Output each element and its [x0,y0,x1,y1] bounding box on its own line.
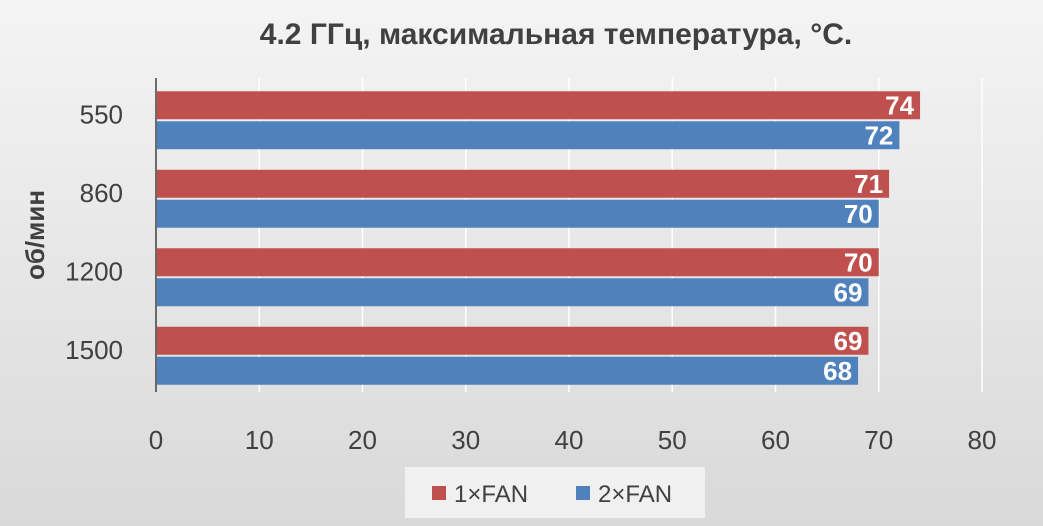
data-label: 68 [823,356,852,386]
legend-swatch [432,486,446,500]
data-label: 69 [834,277,863,307]
x-tick-label: 0 [149,425,163,455]
data-label: 70 [844,247,873,277]
bar-1-1200 [157,248,879,277]
bar-1-860 [157,169,890,198]
legend-label: 1×FAN [454,481,528,508]
legend-label: 2×FAN [598,481,672,508]
y-tick-label: 1500 [65,335,123,365]
y-tick-label: 550 [80,99,123,129]
x-tick-label: 80 [968,425,997,455]
bar-2-1200 [157,278,869,307]
bar-2-1500 [157,356,859,385]
x-tick-label: 60 [761,425,790,455]
x-tick-label: 20 [348,425,377,455]
axes: 0 10 20 30 40 50 60 70 80 550 860 1200 1500 [65,78,996,455]
data-label: 72 [864,120,893,150]
x-tick-label: 30 [451,425,480,455]
y-tick-label: 860 [80,178,123,208]
bar-2-860 [157,199,879,228]
data-label: 70 [844,199,873,229]
x-tick-label: 10 [245,425,274,455]
legend-swatch [576,486,590,500]
data-label: 74 [885,90,914,120]
legend: 1×FAN 2×FAN [405,467,705,518]
y-axis-label: об/мин [20,190,50,280]
x-tick-label: 50 [658,425,687,455]
x-tick-label: 70 [864,425,893,455]
bar-1-550 [157,91,921,120]
bars [157,91,921,385]
y-tick-label: 1200 [65,256,123,286]
data-label: 69 [834,326,863,356]
chart-title: 4.2 ГГц, максимальная температура, °С. [260,18,852,51]
data-label: 71 [854,169,883,199]
legend-box [405,467,705,518]
bar-2-550 [157,121,900,150]
bar-1-1500 [157,326,869,355]
x-tick-label: 40 [555,425,584,455]
